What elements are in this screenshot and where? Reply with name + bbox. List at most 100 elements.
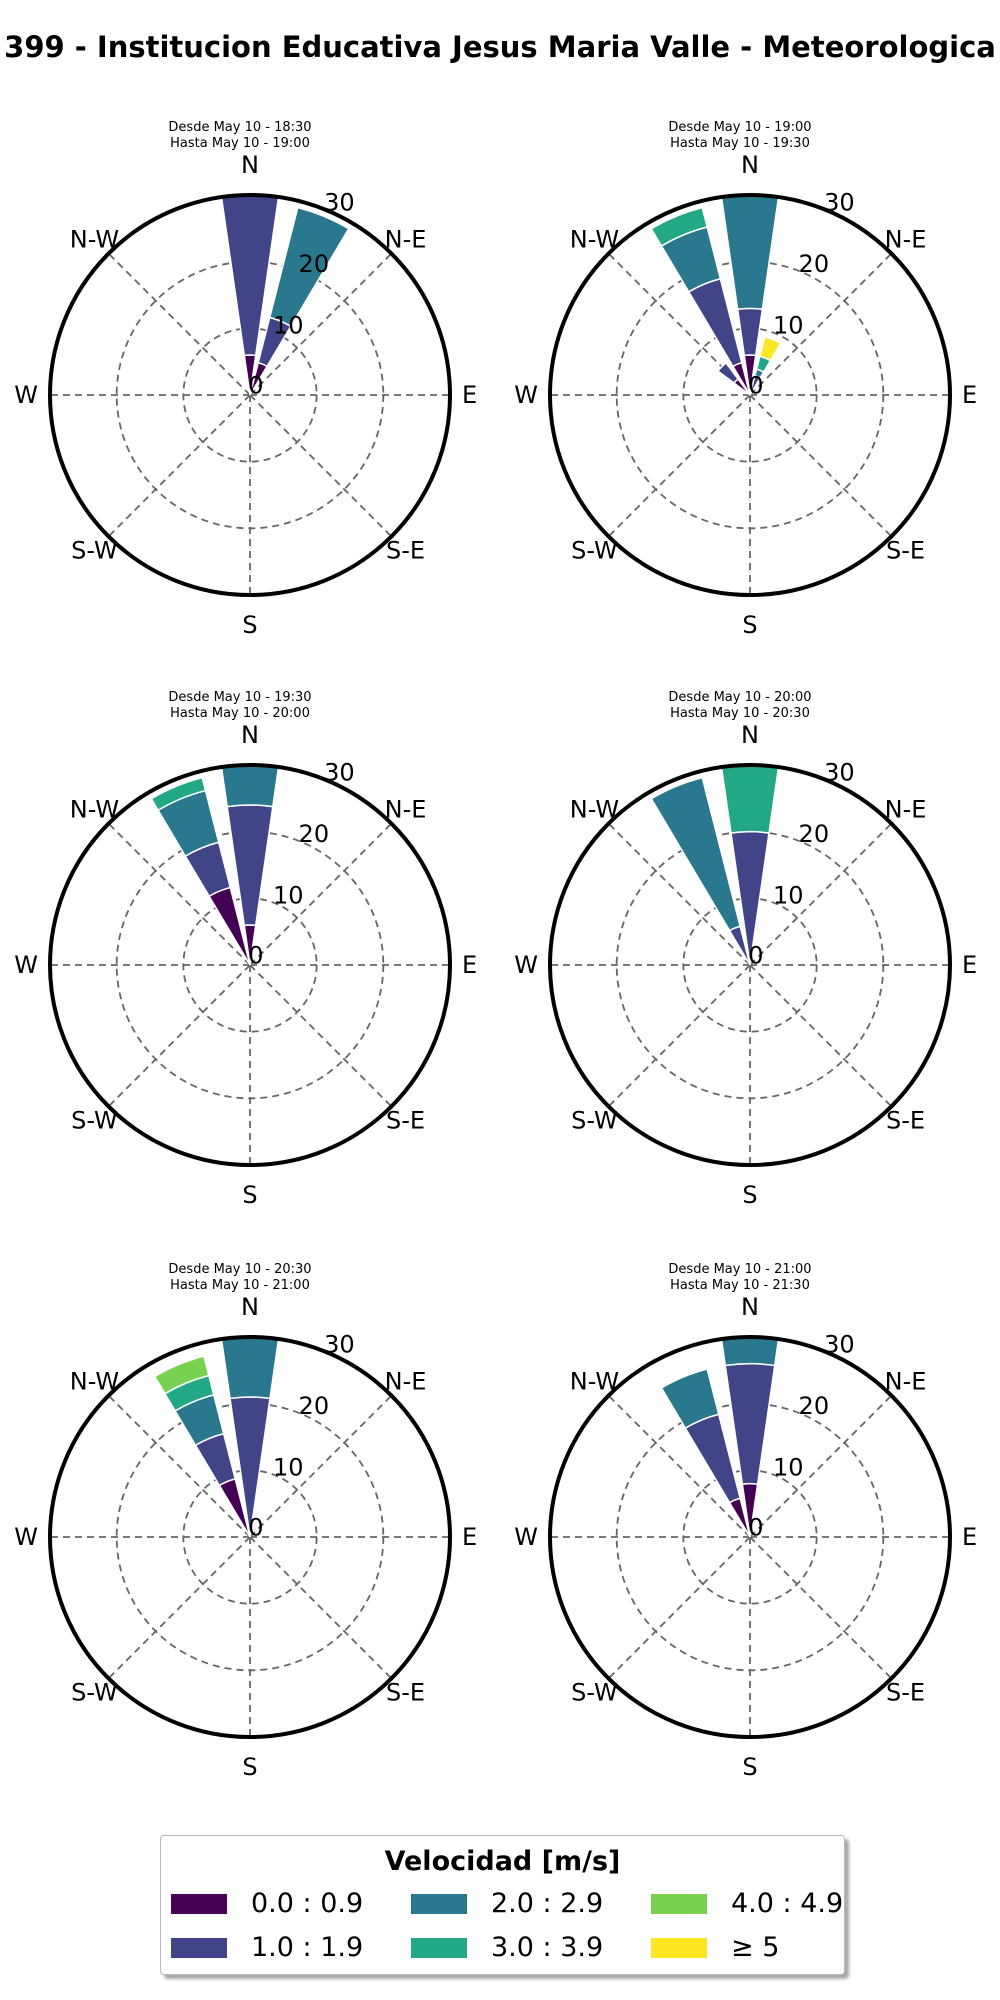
direction-label: N-W: [570, 225, 619, 253]
direction-label: N: [241, 151, 259, 179]
windrose-panel: Desde May 10 - 19:00 Hasta May 10 - 19:30…: [500, 120, 980, 660]
radial-grid-line: [749, 1536, 893, 1680]
direction-label: S: [742, 611, 757, 639]
outer-circle: [548, 763, 952, 1167]
chart-title: 399 - Institucion Educativa Jesus Maria …: [4, 30, 996, 64]
ring-label: 30: [824, 189, 855, 217]
direction-label: W: [514, 381, 538, 409]
radial-grid-line: [249, 1536, 393, 1680]
direction-label: N-E: [885, 1367, 927, 1395]
radial-grid-line: [107, 252, 251, 396]
direction-label: N-W: [70, 1367, 119, 1395]
direction-label: N-E: [385, 1367, 427, 1395]
windrose-panel: Desde May 10 - 20:30 Hasta May 10 - 21:00…: [0, 1262, 480, 1802]
direction-label: N-E: [385, 795, 427, 823]
windrose-bar-segment: [758, 335, 782, 362]
legend-label: 4.0 : 4.9: [731, 1888, 844, 1919]
outer-circle: [548, 193, 952, 597]
ring-label: 20: [799, 1392, 830, 1420]
direction-label: S-W: [571, 537, 618, 565]
direction-label: E: [462, 951, 477, 979]
ring-label: 30: [824, 759, 855, 787]
legend-swatch: [651, 1938, 707, 1958]
direction-label: S: [742, 1181, 757, 1209]
panel-subtitle-from: Desde May 10 - 21:00: [668, 1262, 812, 1277]
windrose-bar-segment: [150, 776, 207, 812]
windrose-svg: 0 10 20 30 N N-E E S-E S S-W W N-W: [514, 721, 977, 1209]
radial-grid-line: [249, 964, 393, 1108]
panel-subtitle-to: Hasta May 10 - 19:30: [670, 136, 810, 151]
panel-subtitle-from: Desde May 10 - 20:00: [668, 690, 812, 705]
direction-label: N: [741, 151, 759, 179]
radial-grid-line: [749, 1394, 893, 1538]
radial-grid-line: [107, 964, 251, 1108]
ring-label: 10: [273, 1454, 304, 1482]
windrose-bar-segment: [660, 1368, 720, 1430]
radial-grid-line: [607, 394, 751, 538]
direction-label: N-W: [70, 795, 119, 823]
radial-grid-line: [249, 822, 393, 966]
panel-subtitle-from: Desde May 10 - 19:30: [168, 690, 312, 705]
ring-label: 0: [248, 941, 263, 969]
legend-label: 3.0 : 3.9: [491, 1932, 604, 1963]
legend-label: 2.0 : 2.9: [491, 1888, 604, 1919]
direction-label: S-E: [886, 537, 925, 565]
windrose-bar-segment: [220, 764, 280, 808]
direction-label: N-E: [885, 225, 927, 253]
radial-grid-line: [607, 252, 751, 396]
ring-label: 30: [824, 1331, 855, 1359]
ring-label: 20: [299, 820, 330, 848]
ring-label: 10: [773, 882, 804, 910]
windrose-panel: Desde May 10 - 21:00 Hasta May 10 - 21:30…: [500, 1262, 980, 1802]
windrose-panel: Desde May 10 - 18:30 Hasta May 10 - 19:00…: [0, 120, 480, 660]
radial-grid-line: [749, 252, 893, 396]
windrose-bar-segment: [650, 206, 709, 247]
panel-subtitle-to: Hasta May 10 - 20:30: [670, 706, 810, 721]
ring-label: 0: [748, 1513, 763, 1541]
direction-label: E: [462, 381, 477, 409]
legend-swatch: [651, 1894, 707, 1914]
direction-label: S-E: [386, 537, 425, 565]
direction-label: N-W: [570, 795, 619, 823]
direction-label: N-E: [885, 795, 927, 823]
radial-grid-line: [607, 822, 751, 966]
radial-grid-line: [249, 394, 393, 538]
panel-subtitle-to: Hasta May 10 - 21:30: [670, 1278, 810, 1293]
direction-label: S-W: [71, 1107, 118, 1135]
direction-label: S-W: [571, 1107, 618, 1135]
windrose-svg: 0 10 20 30 N N-E E S-E S S-W W N-W: [14, 151, 477, 639]
direction-label: S-W: [71, 1679, 118, 1707]
direction-label: S: [742, 1753, 757, 1781]
ring-label: 0: [748, 371, 763, 399]
windrose-bar-segment: [736, 307, 764, 357]
direction-label: W: [14, 1523, 38, 1551]
outer-circle: [48, 1335, 452, 1739]
radial-grid-line: [749, 394, 893, 538]
windrose-bar-segment: [650, 776, 742, 932]
windrose-panel: Desde May 10 - 19:30 Hasta May 10 - 20:00…: [0, 690, 480, 1230]
outer-circle: [48, 193, 452, 597]
direction-label: W: [14, 951, 38, 979]
radial-grid-line: [749, 822, 893, 966]
direction-label: E: [962, 1523, 977, 1551]
legend-swatch: [171, 1894, 227, 1914]
windrose-bar-segment: [220, 1336, 280, 1400]
legend-swatch: [411, 1938, 467, 1958]
direction-label: N: [741, 721, 759, 749]
direction-label: W: [514, 951, 538, 979]
direction-label: S-W: [71, 537, 118, 565]
radial-grid-line: [607, 1394, 751, 1538]
legend-label: 0.0 : 0.9: [251, 1888, 364, 1919]
radial-grid-line: [607, 1536, 751, 1680]
windrose-bar-segment: [684, 1413, 742, 1504]
panel-subtitle-to: Hasta May 10 - 21:00: [170, 1278, 310, 1293]
radial-grid-line: [107, 1394, 251, 1538]
legend-label: ≥ 5: [731, 1932, 780, 1963]
radial-grid-line: [107, 1536, 251, 1680]
ring-label: 0: [248, 371, 263, 399]
ring-label: 20: [799, 820, 830, 848]
panel-subtitle-to: Hasta May 10 - 20:00: [170, 706, 310, 721]
direction-label: N-E: [385, 225, 427, 253]
legend: Velocidad [m/s] 0.0 : 0.9 1.0 : 1.9 2.0 : …: [160, 1835, 845, 1975]
direction-label: S: [242, 1753, 257, 1781]
